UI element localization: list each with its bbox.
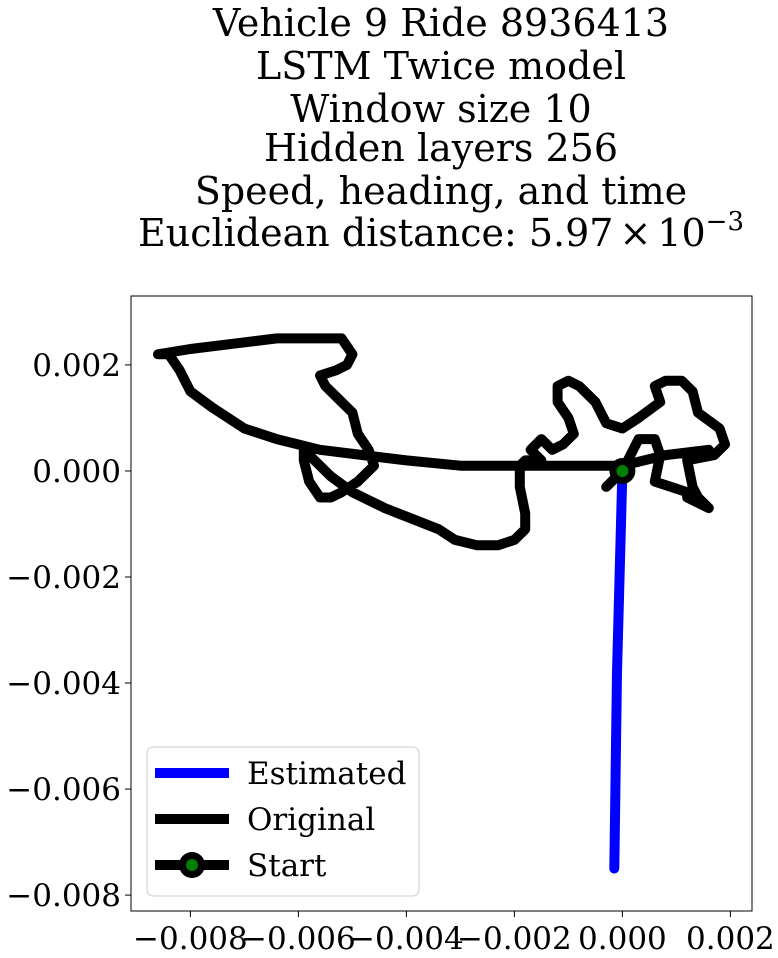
legend-label-estimated: Estimated — [247, 756, 406, 792]
legend-label-start: Start — [247, 848, 327, 884]
legend: Estimated Original Start — [146, 746, 420, 897]
y-tick-label: −0.002 — [6, 560, 121, 596]
y-tick-label: −0.004 — [6, 666, 121, 702]
title-line-2: LSTM Twice model — [256, 44, 626, 88]
start-marker — [616, 464, 629, 477]
series-line-original — [153, 333, 730, 551]
legend-label-original: Original — [247, 802, 375, 838]
title-line-3: Window size 10 — [290, 87, 591, 131]
title-line-4: Hidden layers 256 — [264, 126, 618, 170]
plot-area — [153, 333, 730, 874]
plot-frame — [130, 295, 753, 912]
title-line-5: Speed, heading, and time — [195, 169, 687, 213]
y-tick-label: 0.002 — [32, 348, 121, 384]
chart-title: Vehicle 9 Ride 8936413 LSTM Twice model … — [138, 1, 744, 255]
x-tick-label: 0.000 — [578, 921, 667, 957]
x-tick-label: −0.008 — [133, 921, 248, 957]
legend-start-marker — [186, 859, 198, 871]
series-line-estimated — [609, 466, 628, 874]
title-distance-base: 10 — [657, 211, 705, 255]
x-tick-label: −0.004 — [349, 921, 464, 957]
title-line-distance: Euclidean distance: 5.97 × 10−3 — [138, 207, 744, 255]
x-tick-label: −0.006 — [241, 921, 356, 957]
y-tick-label: −0.006 — [6, 772, 121, 808]
title-distance-exponent: −3 — [706, 207, 744, 237]
title-distance-times: × — [619, 211, 651, 255]
title-line-1: Vehicle 9 Ride 8936413 — [212, 1, 669, 45]
x-tick-label: −0.002 — [457, 921, 572, 957]
title-distance-prefix: Euclidean distance: 5.97 — [138, 211, 613, 255]
plot-clip-group — [153, 333, 730, 874]
legend-box — [146, 746, 420, 897]
axes: −0.008−0.006−0.004−0.002 0.000 0.0020.0020… — [6, 295, 775, 957]
x-tick-label: 0.002 — [686, 921, 775, 957]
y-tick-label: −0.008 — [6, 878, 121, 914]
y-tick-label: 0.000 — [32, 454, 121, 490]
